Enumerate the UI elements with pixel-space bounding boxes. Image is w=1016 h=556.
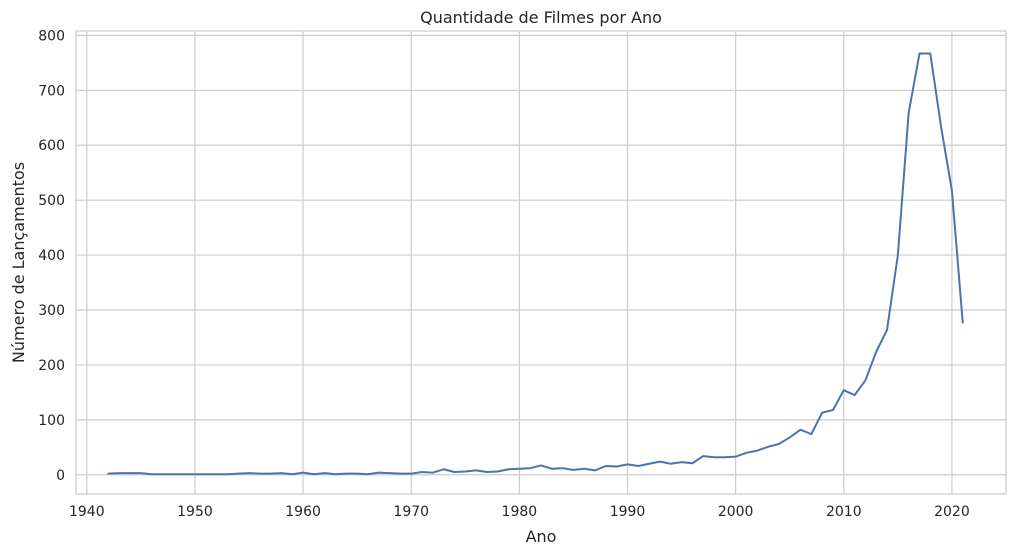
x-tick-label: 1990	[610, 504, 646, 520]
x-tick-label: 2000	[718, 504, 754, 520]
y-tick-label: 200	[38, 358, 65, 374]
x-tick-label: 1940	[69, 504, 105, 520]
y-axis-label: Número de Lançamentos	[9, 162, 28, 363]
x-tick-label: 1970	[393, 504, 429, 520]
y-tick-label: 800	[38, 28, 65, 44]
y-tick-label: 400	[38, 248, 65, 264]
gridlines	[76, 31, 1006, 494]
y-tick-label: 700	[38, 83, 65, 99]
series-line	[107, 52, 964, 476]
x-tick-label: 1960	[285, 504, 321, 520]
x-tick-label: 2020	[934, 504, 970, 520]
x-tick-label: 1980	[502, 504, 538, 520]
x-tick-labels: 1940 1950 1960 1970 1980 1990 2000 2010 2020	[69, 504, 970, 520]
y-tick-label: 300	[38, 303, 65, 319]
x-axis-label: Ano	[526, 527, 557, 546]
series-lines	[107, 52, 964, 476]
x-tick-label: 1950	[177, 504, 213, 520]
chart-title: Quantidade de Filmes por Ano	[420, 8, 662, 27]
y-tick-label: 500	[38, 193, 65, 209]
plot-frame	[75, 30, 1007, 495]
y-tick-labels: 0 100 200 300 400 500 600 700 800	[38, 28, 65, 483]
y-tick-label: 100	[38, 413, 65, 429]
y-tick-label: 600	[38, 138, 65, 154]
y-tick-label: 0	[56, 468, 65, 484]
x-tick-label: 2010	[826, 504, 862, 520]
